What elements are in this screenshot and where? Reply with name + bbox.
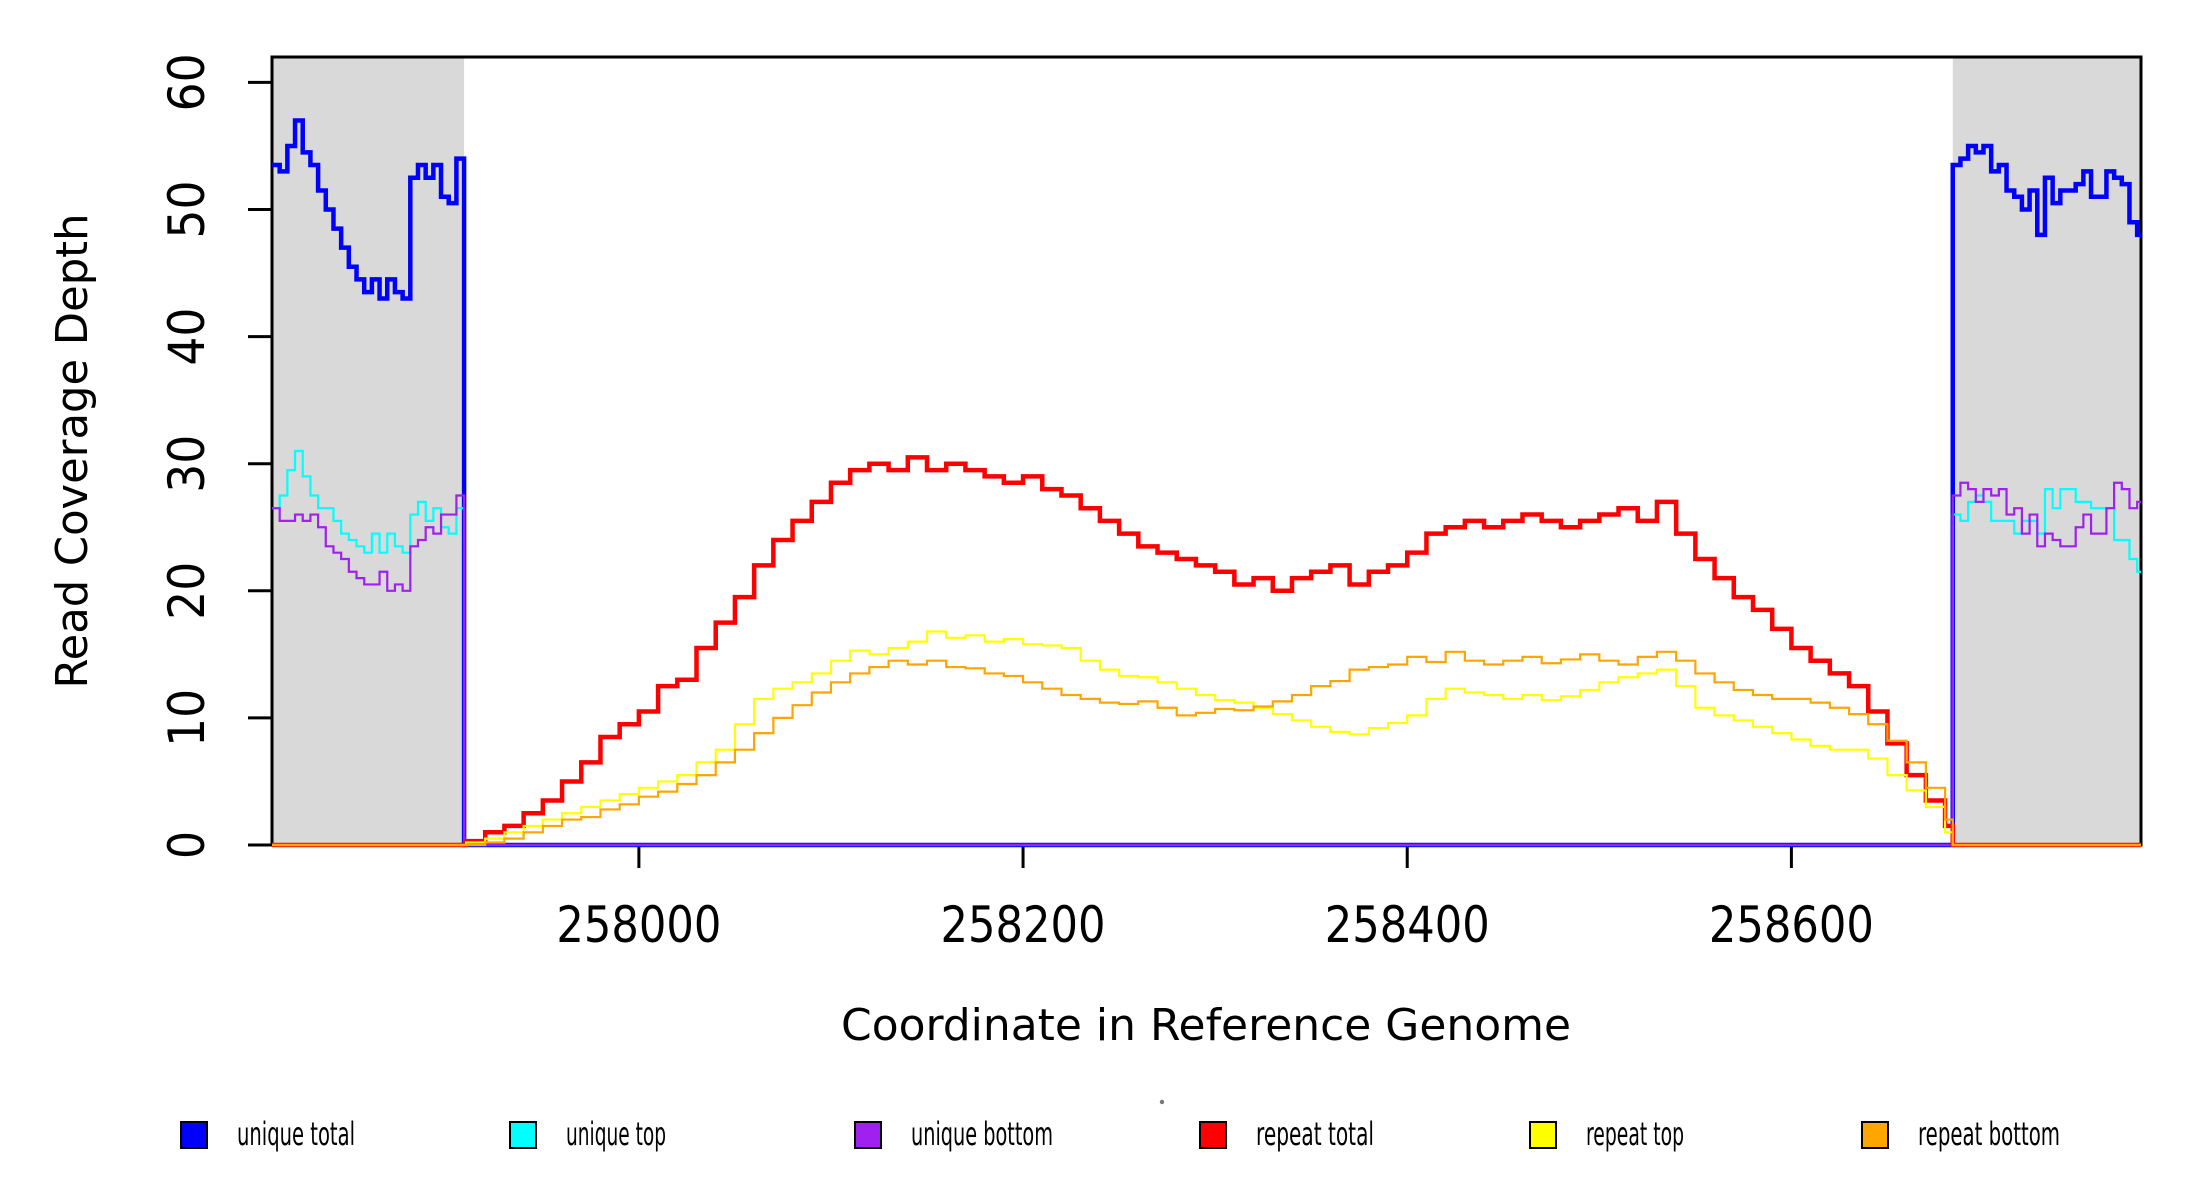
legend: unique total unique top unique bottom repea… [180,1115,2060,1153]
plot-border-box [270,55,2143,847]
legend-item-repeat-top: repeat top [1529,1115,1684,1153]
series-unique-top-line [272,449,2141,847]
legend-swatch-unique-total [180,1121,208,1149]
y-axis-title: Read Coverage Depth [47,214,98,689]
series-repeat-top-line [272,630,2141,847]
legend-label: unique bottom [911,1115,1053,1153]
legend-label: unique total [237,1115,355,1153]
legend-label: repeat total [1256,1115,1374,1153]
x-axis-title: Coordinate in Reference Genome [841,1000,1571,1051]
legend-swatch-unique-bottom [854,1121,882,1149]
legend-swatch-unique-top [509,1121,537,1149]
y-tick-label: 10 [158,689,216,747]
shaded-regions-layer [272,57,2141,845]
legend-label: repeat bottom [1918,1115,2060,1153]
series-repeat-total-line [272,455,2141,848]
legend-item-unique-total: unique total [180,1115,355,1153]
y-tick-label: 0 [158,831,216,859]
legend-item-unique-top: unique top [509,1115,666,1153]
stray-mark [1159,1099,1165,1105]
x-tick-label: 258600 [1709,896,1874,954]
y-tick-label: 50 [158,181,216,239]
y-tick-label: 20 [158,562,216,620]
x-tick-label: 258200 [941,896,1106,954]
legend-item-repeat-total: repeat total [1199,1115,1374,1153]
series-repeat-bottom-line [272,650,2141,847]
y-tick-label: 30 [158,435,216,493]
series-unique-bottom-line [272,481,2141,847]
legend-swatch-repeat-top [1529,1121,1557,1149]
series-unique-total-line [272,118,2141,848]
legend-swatch-repeat-total [1199,1121,1227,1149]
legend-item-repeat-bottom: repeat bottom [1861,1115,2060,1153]
repeat-region-shade-left-flank [272,57,465,845]
legend-label: repeat top [1586,1115,1684,1153]
legend-label: unique top [566,1115,666,1153]
legend-item-unique-bottom: unique bottom [854,1115,1053,1153]
series-layer [272,118,2141,848]
y-tick-label: 60 [158,53,216,111]
x-tick-label: 258400 [1325,896,1490,954]
axis-layer: 258000 258200 258400 258600 0 10 20 30 40 50 60 [158,53,1874,954]
legend-swatch-repeat-bottom [1861,1121,1889,1149]
x-tick-label: 258000 [556,896,721,954]
y-tick-label: 40 [158,308,216,366]
